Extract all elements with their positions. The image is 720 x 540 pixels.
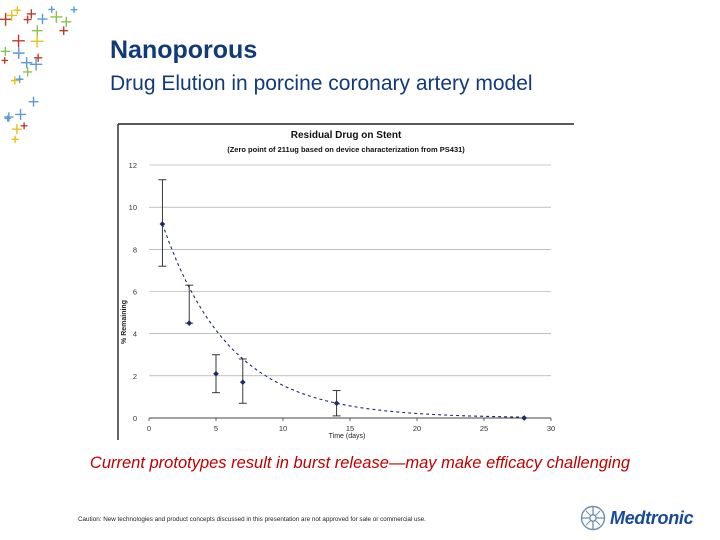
y-tick-label: 4 <box>133 330 137 339</box>
sparkle-icon <box>11 124 22 135</box>
logo-text: Medtronic <box>610 507 694 528</box>
chart-svg: Residual Drug on Stent (Zero point of 21… <box>117 123 574 440</box>
data-point <box>521 415 528 421</box>
x-axis-label: Time (days) <box>329 433 366 440</box>
sparkle-icon <box>13 6 22 15</box>
x-tick-label: 30 <box>547 424 555 433</box>
y-tick-label: 12 <box>129 161 137 170</box>
medtronic-logo-icon <box>580 505 606 531</box>
sparkle-icon <box>59 26 69 36</box>
gridlines <box>148 164 552 421</box>
sparkle-icon <box>29 58 43 71</box>
sparkle-icon <box>6 9 18 21</box>
sparkle-icon <box>26 9 37 19</box>
data-point <box>159 221 166 227</box>
medtronic-logo: Medtronic <box>580 505 694 531</box>
sparkle-icon <box>48 5 56 13</box>
trendline <box>161 223 525 418</box>
sparkle-icon <box>20 56 33 69</box>
sparkle-icon <box>70 6 78 14</box>
sparkle-icon <box>1 57 9 64</box>
y-tick-label: 0 <box>133 414 137 423</box>
data-point <box>239 379 246 385</box>
caption: Current prototypes result in burst relea… <box>89 454 631 472</box>
sparkle-icon <box>33 53 43 63</box>
sparkle-icon <box>10 76 20 85</box>
slide-title: Nanoporous <box>110 36 258 64</box>
sparkle-icon <box>0 46 11 57</box>
sparkle-icon <box>30 34 44 48</box>
sparkle-icon <box>37 13 48 25</box>
sparkle-icon <box>22 67 33 77</box>
y-tick-label: 8 <box>133 245 137 254</box>
sparkle-icon <box>11 135 19 144</box>
y-tick-label: 10 <box>129 203 137 212</box>
y-tick-label: 2 <box>133 372 137 381</box>
sparkle-icon <box>50 10 63 24</box>
data-point <box>333 400 340 407</box>
caution-footnote: Caution: New technologies and product co… <box>78 516 426 523</box>
sparkle-icon <box>15 75 24 84</box>
residual-drug-chart: Residual Drug on Stent (Zero point of 21… <box>116 122 576 442</box>
y-tick-label: 6 <box>133 288 137 297</box>
x-tick-label: 20 <box>413 424 421 433</box>
sparkle-icon <box>3 112 14 122</box>
y-axis-label: % Remaining <box>121 300 128 344</box>
sparkle-icon <box>0 12 13 26</box>
chart-title: Residual Drug on Stent <box>291 130 402 141</box>
sparkle-icon <box>14 108 27 121</box>
x-tick-label: 10 <box>279 424 287 433</box>
sparkle-icon <box>12 47 25 60</box>
tick-labels: 0 2 4 6 8 10 12 0 5 10 15 20 25 30 <box>129 161 556 433</box>
sparkle-pattern-icon <box>0 5 78 144</box>
chart-subtitle: (Zero point of 211ug based on device cha… <box>227 145 465 154</box>
sparkle-icon <box>61 16 72 28</box>
x-tick-label: 25 <box>480 424 488 433</box>
x-tick-label: 0 <box>147 424 151 433</box>
data-point <box>213 370 219 377</box>
x-tick-label: 15 <box>346 424 354 433</box>
slide-subtitle: Drug Elution in porcine coronary artery … <box>110 72 533 95</box>
x-tick-label: 5 <box>214 424 218 433</box>
data-point <box>186 320 193 326</box>
sparkle-icon <box>28 96 39 107</box>
error-bars <box>158 179 341 417</box>
sparkle-icon <box>12 34 25 48</box>
sparkle-icon <box>31 25 43 37</box>
sparkle-icon <box>23 15 32 24</box>
sparkle-icon <box>20 122 28 130</box>
data-points <box>159 221 528 421</box>
